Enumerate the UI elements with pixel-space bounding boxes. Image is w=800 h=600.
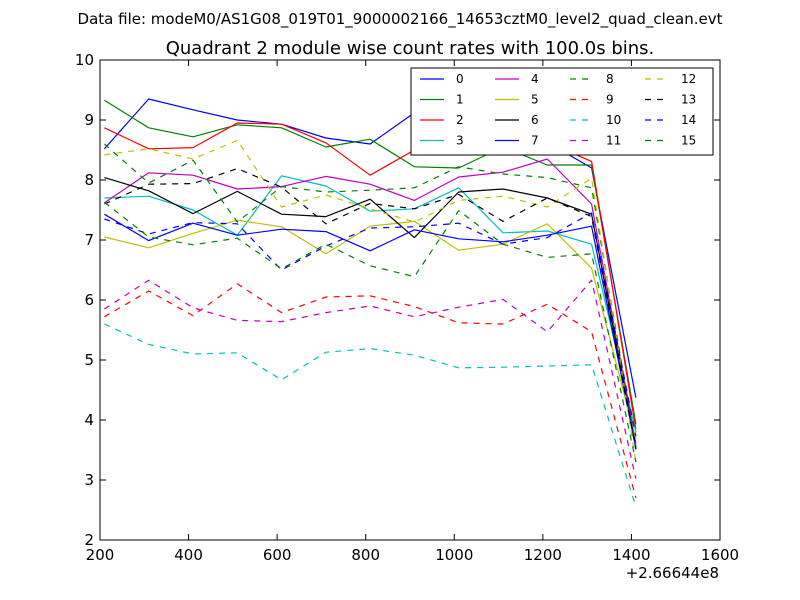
y-tick-label: 6 <box>84 291 94 309</box>
series-line-12 <box>104 139 637 463</box>
series-line-4 <box>104 158 637 445</box>
y-tick-label: 8 <box>84 171 94 189</box>
x-offset-label: +2.66644e8 <box>626 564 719 582</box>
x-tick-label: 600 <box>263 546 292 564</box>
legend-label-13: 13 <box>681 93 696 107</box>
y-tick-label: 3 <box>84 471 94 489</box>
series-line-15 <box>104 201 637 463</box>
series-line-7 <box>104 213 637 449</box>
legend-label-10: 10 <box>606 113 621 127</box>
series-line-1 <box>104 99 637 425</box>
y-tick-label: 7 <box>84 231 94 249</box>
legend-label-0: 0 <box>456 72 464 86</box>
x-tick-label: 1200 <box>524 546 562 564</box>
y-tick-label: 9 <box>84 111 94 129</box>
series-line-3 <box>104 175 637 433</box>
series-line-13 <box>104 168 637 450</box>
series-line-6 <box>104 177 637 448</box>
x-tick-label: 1600 <box>701 546 739 564</box>
series-layer <box>103 98 637 508</box>
y-tick-label: 2 <box>84 531 94 549</box>
y-tick-label: 5 <box>84 351 94 369</box>
legend-label-4: 4 <box>531 72 539 86</box>
x-tick-label: 200 <box>86 546 115 564</box>
legend-label-1: 1 <box>456 93 464 107</box>
y-tick-label: 10 <box>75 51 94 69</box>
series-line-8 <box>104 143 637 448</box>
x-tick-label: 1000 <box>435 546 473 564</box>
series-line-9 <box>104 283 637 499</box>
legend-label-15: 15 <box>681 134 696 148</box>
figure-title: Data file: modeM0/AS1G08_019T01_90000021… <box>78 10 723 29</box>
legend-label-12: 12 <box>681 72 696 86</box>
legend-label-7: 7 <box>531 134 539 148</box>
legend-label-6: 6 <box>531 113 539 127</box>
legend-label-9: 9 <box>606 93 614 107</box>
chart-title: Quadrant 2 module wise count rates with … <box>166 38 655 59</box>
series-line-10 <box>104 323 637 508</box>
x-tick-label: 400 <box>174 546 203 564</box>
legend-label-11: 11 <box>606 134 621 148</box>
legend-label-8: 8 <box>606 72 614 86</box>
legend-label-3: 3 <box>456 134 464 148</box>
legend-label-2: 2 <box>456 113 464 127</box>
y-tick-label: 4 <box>84 411 94 429</box>
x-tick-label: 800 <box>351 546 380 564</box>
legend-label-14: 14 <box>681 113 696 127</box>
series-line-5 <box>104 219 637 440</box>
x-tick-label: 1400 <box>612 546 650 564</box>
series-line-14 <box>104 212 637 437</box>
series-line-2 <box>104 122 637 430</box>
legend-label-5: 5 <box>531 93 539 107</box>
